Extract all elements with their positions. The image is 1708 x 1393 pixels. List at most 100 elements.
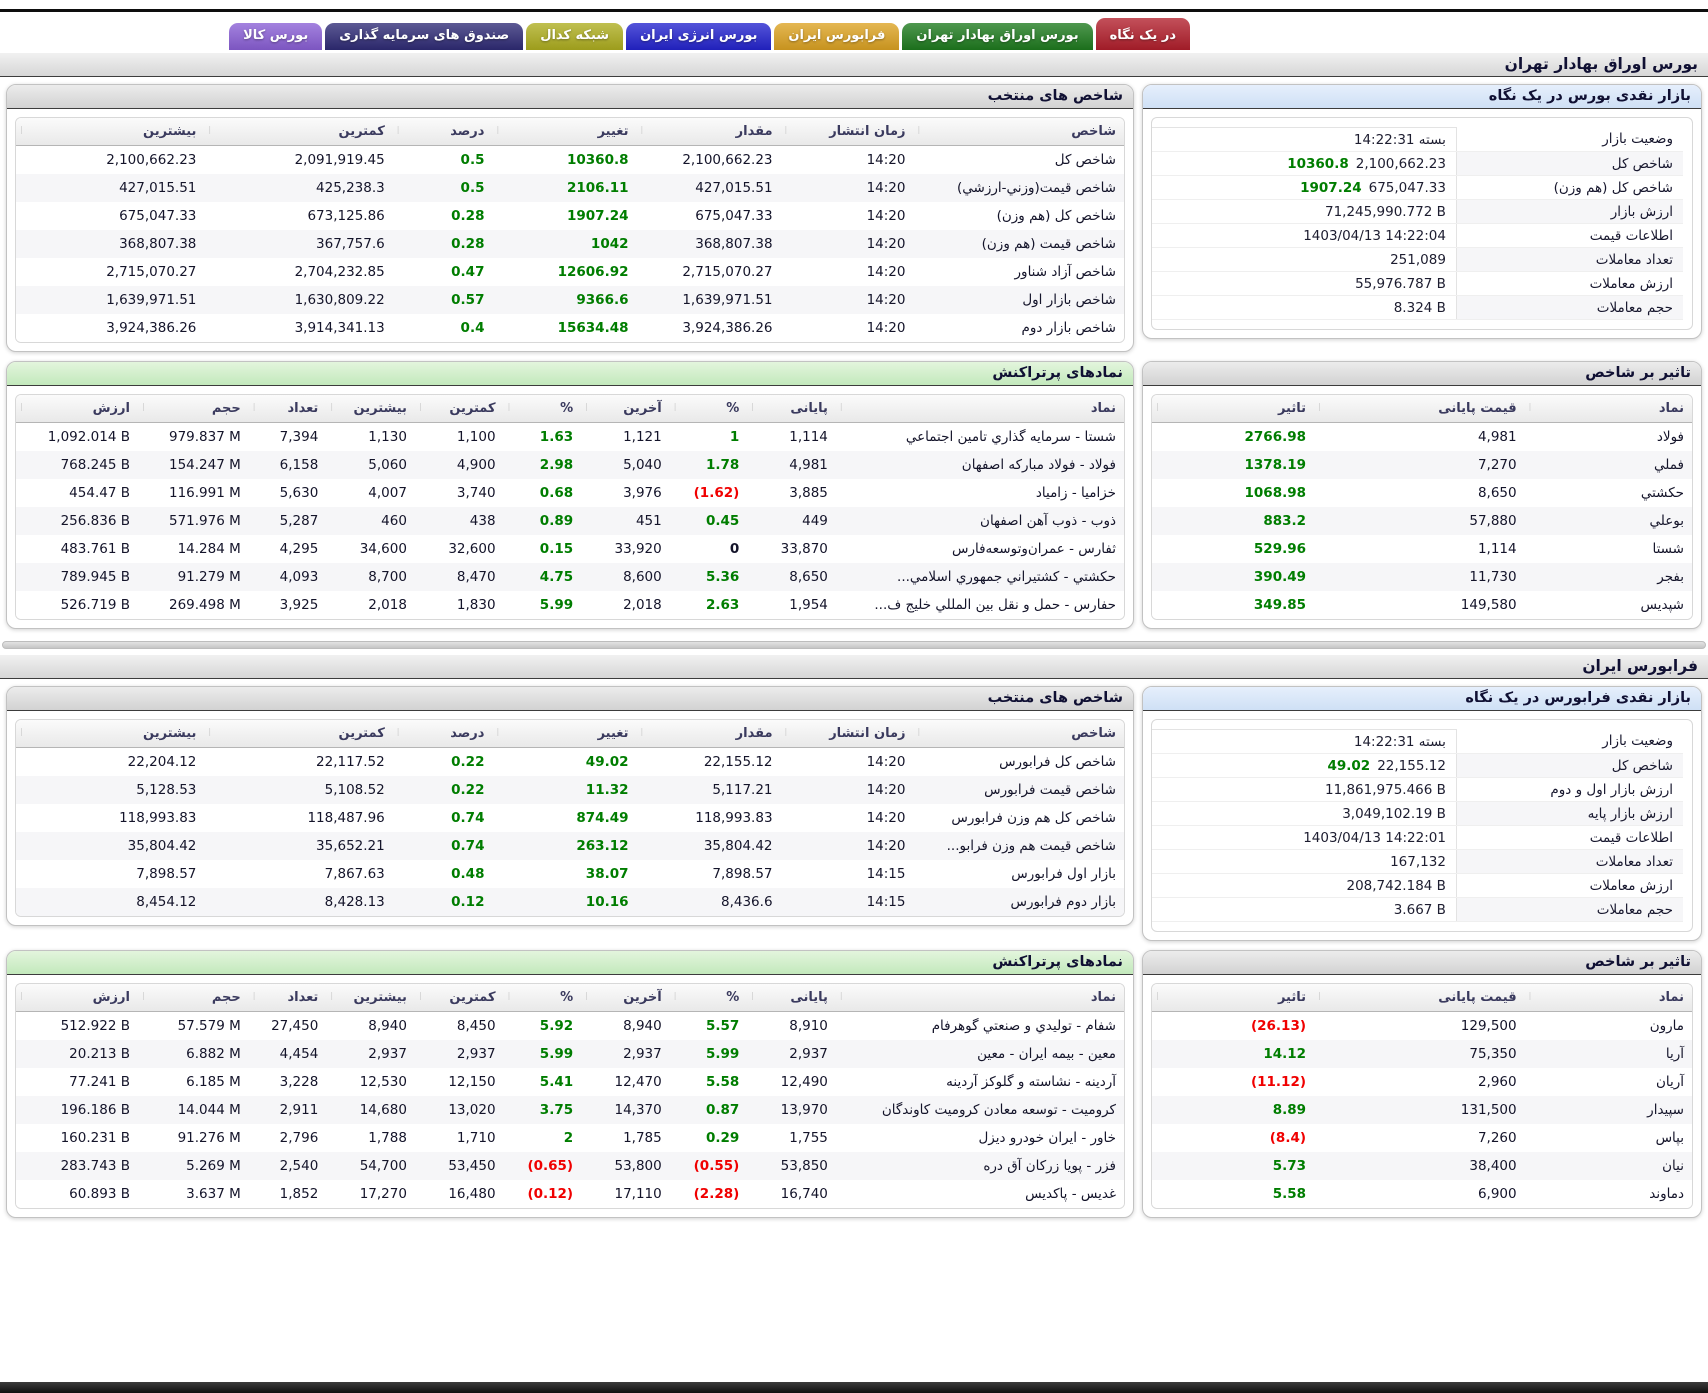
column-header[interactable]: | مقدار: [636, 118, 781, 146]
active-row[interactable]: ذوب - ذوب آهن اصفهان 449 0.45 451 0.89 438 460…: [16, 507, 1124, 535]
column-header[interactable]: | کمترین: [204, 720, 393, 748]
impact-row[interactable]: شستا 1,114 529.96: [1152, 535, 1692, 563]
tab-ifb[interactable]: فرابورس ایران: [774, 23, 900, 50]
impact-row[interactable]: شپدیس 149,580 349.85: [1152, 591, 1692, 619]
column-header[interactable]: | تعداد: [248, 984, 327, 1012]
column-header[interactable]: | حجم: [137, 395, 249, 423]
column-header[interactable]: | نماد: [1524, 984, 1692, 1012]
indices-row[interactable]: شاخص قیمت هم وزن فرابو... 14:20 35,804.42 2…: [16, 832, 1124, 860]
active-row[interactable]: فولاد - فولاد مبارکه اصفهان 4,981 1.78 5,04…: [16, 451, 1124, 479]
column-header[interactable]: |%: [503, 395, 582, 423]
column-header[interactable]: |%: [669, 984, 748, 1012]
active-row[interactable]: کرومیت - توسعه معادن کرومیت کاوندگان 13,9…: [16, 1096, 1124, 1124]
tab-funds[interactable]: صندوق های سرمایه گذاری: [325, 23, 524, 50]
column-header[interactable]: | تاثیر: [1152, 395, 1315, 423]
glance-row[interactable]: ارزش معاملات 208,742.184 B: [1152, 873, 1683, 898]
column-header[interactable]: | زمان انتشار: [780, 720, 914, 748]
impact-row[interactable]: حکشتي 8,650 1068.98: [1152, 479, 1692, 507]
impact-row[interactable]: آریا 75,350 14.12: [1152, 1040, 1692, 1068]
column-header[interactable]: | شاخص: [913, 720, 1124, 748]
glance-row[interactable]: شاخص کل (هم وزن) 1907.24 675,047.33: [1152, 175, 1683, 200]
glance-row[interactable]: وضعیت بازار 14:22:31 بسته: [1152, 127, 1683, 152]
impact-row[interactable]: بپاس 7,260 (8.4): [1152, 1124, 1692, 1152]
column-header[interactable]: | کمترین: [204, 118, 393, 146]
glance-row[interactable]: حجم معاملات 8.324 B: [1152, 295, 1683, 320]
column-header[interactable]: |%: [503, 984, 582, 1012]
column-header[interactable]: | کمترین: [414, 395, 504, 423]
glance-row[interactable]: شاخص کل 49.02 22,155.12: [1152, 753, 1683, 778]
impact-row[interactable]: بوعلي 57,880 883.2: [1152, 507, 1692, 535]
glance-row[interactable]: وضعیت بازار 14:22:31 بسته: [1152, 729, 1683, 754]
indices-row[interactable]: شاخص بازار دوم 14:20 3,924,386.26 15634.48 0…: [16, 314, 1124, 342]
glance-row[interactable]: تعداد معاملات 167,132: [1152, 849, 1683, 874]
column-header[interactable]: | نماد: [1524, 395, 1692, 423]
column-header[interactable]: | پایانی: [747, 984, 836, 1012]
indices-row[interactable]: شاخص کل هم وزن فرابورس 14:20 118,993.83 874…: [16, 804, 1124, 832]
column-header[interactable]: | بیشترین: [326, 395, 415, 423]
glance-row[interactable]: اطلاعات قیمت 1403/04/13 14:22:01: [1152, 825, 1683, 850]
column-header[interactable]: | تاثیر: [1152, 984, 1315, 1012]
column-header[interactable]: | قیمت پایانی: [1314, 395, 1525, 423]
tab-at-a-glance[interactable]: در یک نگاه: [1095, 18, 1190, 50]
impact-row[interactable]: بفجر 11,730 390.49: [1152, 563, 1692, 591]
column-header[interactable]: | حجم: [137, 984, 249, 1012]
column-header[interactable]: | آخرین: [581, 984, 670, 1012]
column-header[interactable]: | شاخص: [913, 118, 1124, 146]
column-header[interactable]: | بیشترین: [16, 118, 205, 146]
active-row[interactable]: شستا - سرمایه گذاري تامین اجتماعي 1,114 1 1…: [16, 422, 1124, 451]
active-row[interactable]: غدیس - پاکدیس 16,740 (2.28) 17,110 (0.12) 16,…: [16, 1180, 1124, 1208]
column-header[interactable]: | آخرین: [581, 395, 670, 423]
column-header[interactable]: | ارزش: [16, 984, 138, 1012]
glance-row[interactable]: تعداد معاملات 251,089: [1152, 247, 1683, 272]
column-header[interactable]: | زمان انتشار: [780, 118, 914, 146]
column-header[interactable]: | تعداد: [248, 395, 327, 423]
glance-row[interactable]: ارزش بازار اول و دوم 11,861,975.466 B: [1152, 777, 1683, 802]
active-row[interactable]: معین - بیمه ایران - معین 2,937 5.99 2,937 5.…: [16, 1040, 1124, 1068]
active-row[interactable]: شفام - تولیدي و صنعتي گوهرفام 8,910 5.57 8,…: [16, 1011, 1124, 1040]
active-row[interactable]: حفارس - حمل و نقل بین المللي خلیج ف... 1,…: [16, 591, 1124, 619]
column-header[interactable]: | بیشترین: [326, 984, 415, 1012]
tab-codal[interactable]: شبکه کدال: [526, 23, 624, 50]
column-header[interactable]: | ارزش: [16, 395, 138, 423]
column-header[interactable]: | پایانی: [747, 395, 836, 423]
impact-row[interactable]: مارون 129,500 (26.13): [1152, 1011, 1692, 1040]
indices-row[interactable]: شاخص کل (هم وزن) 14:20 675,047.33 1907.24 0.…: [16, 202, 1124, 230]
active-row[interactable]: خزامیا - زامیاد 3,885 (1.62) 3,976 0.68 3,740…: [16, 479, 1124, 507]
active-row[interactable]: فزر - پویا زرکان آق دره 53,850 (0.55) 53,80…: [16, 1152, 1124, 1180]
column-header[interactable]: | مقدار: [636, 720, 781, 748]
active-row[interactable]: آردینه - نشاسته و گلوکز آردینه 12,490 5.58…: [16, 1068, 1124, 1096]
impact-row[interactable]: آریان 2,960 (11.12): [1152, 1068, 1692, 1096]
glance-row[interactable]: ارزش بازار پایه 3,049,102.19 B: [1152, 801, 1683, 826]
indices-row[interactable]: بازار اول فرابورس 14:15 7,898.57 38.07 0.48 7…: [16, 860, 1124, 888]
glance-row[interactable]: شاخص کل 10360.8 2,100,662.23: [1152, 151, 1683, 176]
indices-row[interactable]: شاخص آزاد شناور 14:20 2,715,070.27 12606.92…: [16, 258, 1124, 286]
impact-row[interactable]: نیان 38,400 5.73: [1152, 1152, 1692, 1180]
tab-tse[interactable]: بورس اوراق بهادار تهران: [902, 23, 1093, 50]
indices-row[interactable]: شاخص قیمت فرابورس 14:20 5,117.21 11.32 0.22 5…: [16, 776, 1124, 804]
impact-row[interactable]: فولاد 4,981 2766.98: [1152, 422, 1692, 451]
active-row[interactable]: حکشتي - کشتیراني جمهوري اسلامي... 8,650 5.…: [16, 563, 1124, 591]
column-header[interactable]: | تغییر: [492, 118, 637, 146]
indices-row[interactable]: شاخص کل 14:20 2,100,662.23 10360.8 0.5 2,091,…: [16, 145, 1124, 174]
column-header[interactable]: | نماد: [835, 984, 1124, 1012]
impact-row[interactable]: فملي 7,270 1378.19: [1152, 451, 1692, 479]
active-row[interactable]: خاور - ایران خودرو دیزل 1,755 0.29 1,785 2 1,…: [16, 1124, 1124, 1152]
indices-row[interactable]: شاخص بازار اول 14:20 1,639,971.51 9366.6 0.5…: [16, 286, 1124, 314]
column-header[interactable]: | قیمت پایانی: [1314, 984, 1525, 1012]
glance-row[interactable]: ارزش معاملات 55,976.787 B: [1152, 271, 1683, 296]
column-header[interactable]: | درصد: [392, 720, 493, 748]
column-header[interactable]: | تغییر: [492, 720, 637, 748]
tab-commodity-exchange[interactable]: بورس کالا: [229, 23, 323, 50]
glance-row[interactable]: حجم معاملات 3.667 B: [1152, 897, 1683, 922]
indices-row[interactable]: شاخص قیمت(وزني-ارزشي) 14:20 427,015.51 2106…: [16, 174, 1124, 202]
column-header[interactable]: | بیشترین: [16, 720, 205, 748]
column-header[interactable]: |%: [669, 395, 748, 423]
indices-row[interactable]: شاخص کل فرابورس 14:20 22,155.12 49.02 0.22 22…: [16, 747, 1124, 776]
impact-row[interactable]: دماوند 6,900 5.58: [1152, 1180, 1692, 1208]
impact-row[interactable]: سپیدار 131,500 8.89: [1152, 1096, 1692, 1124]
active-row[interactable]: ثفارس - عمران‌وتوسعه‌فارس 33,870 0 33,920 0.…: [16, 535, 1124, 563]
tab-energy-exchange[interactable]: بورس انرژی ایران: [626, 23, 772, 50]
indices-row[interactable]: شاخص قیمت (هم وزن) 14:20 368,807.38 1042 0.2…: [16, 230, 1124, 258]
column-header[interactable]: | درصد: [392, 118, 493, 146]
column-header[interactable]: | نماد: [835, 395, 1124, 423]
